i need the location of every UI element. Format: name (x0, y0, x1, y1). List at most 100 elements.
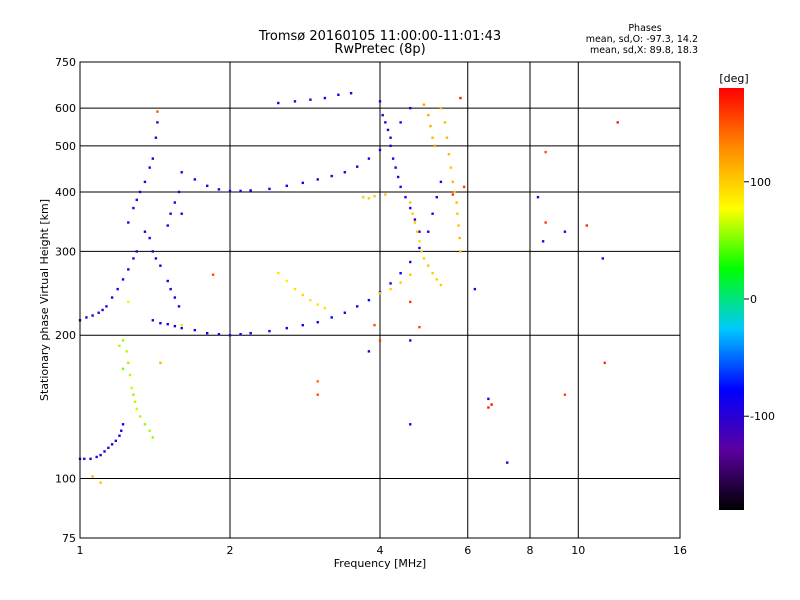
data-point (316, 380, 319, 383)
data-point (121, 423, 125, 426)
y-tick-label: 600 (55, 102, 76, 115)
data-point (169, 287, 172, 291)
data-point (420, 250, 423, 253)
colorbar-tick-label: -100 (750, 410, 775, 423)
data-point (536, 195, 540, 199)
data-point (285, 279, 288, 283)
data-point (143, 423, 147, 426)
data-point (386, 128, 390, 132)
data-point (541, 240, 545, 243)
data-point (544, 221, 547, 224)
data-point (355, 305, 359, 308)
data-point (439, 106, 443, 110)
data-point (166, 224, 169, 227)
x-axis-ticks: 1 2 4 6 8 10 16 (77, 544, 688, 557)
data-point (239, 189, 242, 193)
data-point (418, 325, 421, 329)
data-point (151, 319, 155, 322)
data-point (381, 113, 384, 117)
data-point (277, 101, 280, 105)
data-point (431, 136, 434, 139)
chart-title: Tromsø 20160105 11:00:00-11:01:43 (258, 29, 501, 44)
data-point (422, 103, 426, 106)
data-point (487, 397, 490, 401)
data-point (399, 281, 402, 284)
data-point (169, 212, 172, 215)
data-point (394, 166, 397, 169)
data-point (367, 298, 371, 302)
plot-frame (79, 61, 681, 539)
data-point (301, 323, 305, 327)
data-point (193, 178, 197, 181)
data-point (459, 250, 462, 253)
data-point (121, 367, 125, 371)
data-point (151, 250, 155, 253)
data-point (389, 287, 392, 291)
data-point (89, 457, 92, 461)
data-point (97, 311, 100, 314)
data-point (301, 293, 305, 297)
data-point (343, 171, 347, 174)
data-point (343, 311, 347, 314)
data-point (135, 198, 138, 202)
data-point (180, 326, 183, 330)
data-point (309, 98, 312, 101)
data-point (85, 316, 88, 319)
data-point (127, 221, 130, 224)
data-point (228, 189, 232, 193)
data-point (118, 344, 121, 348)
data-point (91, 475, 94, 478)
data-point (427, 230, 430, 233)
data-point (116, 287, 119, 291)
data-point (316, 393, 319, 396)
data-point (435, 195, 438, 199)
data-point (396, 175, 400, 179)
data-point (293, 100, 297, 103)
data-point (490, 403, 493, 406)
data-point (435, 278, 438, 281)
data-point (459, 96, 462, 100)
data-point (413, 218, 417, 221)
chart-subtitle: RwPretec (8p) (334, 42, 425, 57)
data-point (330, 316, 333, 319)
data-point (173, 296, 177, 299)
data-point (445, 136, 449, 139)
data-point (151, 436, 155, 439)
data-point (616, 121, 619, 124)
x-tick-label: 16 (673, 544, 687, 557)
data-point (409, 260, 412, 264)
data-point (373, 194, 376, 198)
data-point (323, 96, 327, 100)
data-point (399, 272, 402, 275)
data-point (180, 212, 183, 215)
data-point (121, 339, 125, 342)
data-point (355, 165, 359, 168)
x-tick-label: 6 (464, 544, 471, 557)
data-point (585, 224, 588, 227)
data-point (239, 333, 242, 336)
data-point (439, 180, 443, 184)
data-point (143, 180, 147, 184)
data-point (285, 184, 288, 188)
data-point (132, 206, 135, 210)
data-point (389, 136, 392, 139)
data-point (378, 100, 382, 103)
data-point (373, 323, 376, 327)
data-point (409, 201, 412, 204)
data-point (135, 250, 138, 253)
data-point (462, 185, 466, 189)
colorbar (719, 88, 744, 510)
data-point (473, 287, 477, 291)
data-point (148, 429, 151, 432)
data-point (91, 314, 94, 317)
data-point (449, 166, 453, 169)
data-point (601, 257, 605, 260)
stats-heading: Phases (628, 23, 661, 34)
data-point (127, 300, 130, 304)
data-point (293, 287, 297, 291)
colorbar-label: [deg] (719, 72, 748, 85)
data-point (228, 334, 232, 337)
data-point (128, 373, 132, 377)
data-point (166, 322, 169, 326)
